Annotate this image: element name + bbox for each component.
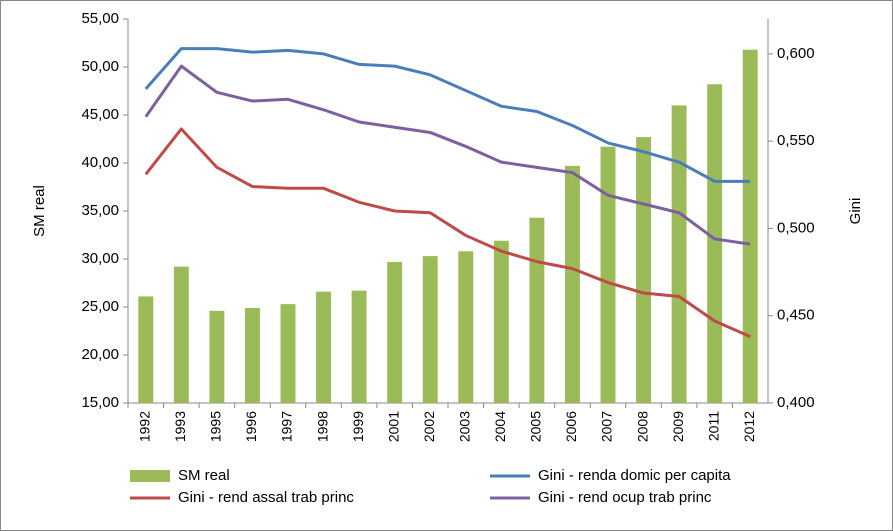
y-tick-label: 15,00 [81,394,119,411]
bar [351,290,367,403]
bar [280,304,296,403]
y-tick-label: 25,00 [81,298,119,315]
x-tick-label: 2006 [563,411,579,442]
x-tick-label: 1999 [350,411,366,442]
bar [209,310,225,403]
x-tick-label: 2007 [599,411,615,442]
x-tick-label: 1996 [243,411,259,442]
bar [244,307,260,403]
line [144,47,751,183]
line [144,64,751,246]
bar [529,217,545,403]
x-tick-label: 2008 [634,411,650,442]
bar [387,261,403,403]
bar [138,296,154,403]
y2-tick-label: 0,550 [777,132,815,149]
x-tick-label: 2012 [741,411,757,442]
y-axis-title: SM real [31,185,48,237]
x-tick-label: 1995 [208,411,224,442]
bar [564,165,580,403]
legend-label: Gini - rend ocup trab princ [538,489,712,506]
x-tick-label: 1997 [279,411,295,442]
x-tick-label: 1993 [172,411,188,442]
bar [173,266,189,403]
bar [600,146,616,403]
y2-axis-title: Gini [847,198,864,225]
x-tick-label: 2005 [528,411,544,442]
y2-tick-label: 0,400 [777,394,815,411]
x-tick-label: 2002 [421,411,437,442]
x-tick-label: 1992 [136,411,152,442]
y-tick-label: 20,00 [81,346,119,363]
x-tick-label: 2003 [456,411,472,442]
y-tick-label: 45,00 [81,106,119,123]
legend-label: Gini - renda domic per capita [538,467,731,484]
bar [671,105,687,404]
bar [422,256,438,403]
bar [458,251,474,403]
y2-tick-label: 0,450 [777,307,815,324]
legend-swatch [130,470,170,482]
y2-tick-label: 0,600 [777,45,815,62]
x-tick-label: 1998 [314,411,330,442]
bar [742,49,758,403]
bar [316,291,332,403]
y-tick-label: 30,00 [81,250,119,267]
bar [707,84,723,403]
y-tick-label: 40,00 [81,154,119,171]
x-tick-label: 2009 [670,411,686,442]
bar [636,137,652,403]
y-tick-label: 50,00 [81,58,119,75]
y2-tick-label: 0,500 [777,219,815,236]
y-tick-label: 55,00 [81,10,119,27]
x-tick-label: 2004 [492,411,508,442]
line [144,127,751,339]
y-tick-label: 35,00 [81,202,119,219]
legend-label: Gini - rend assal trab princ [178,489,354,506]
bar [493,240,509,403]
x-tick-label: 2001 [385,411,401,442]
legend-label: SM real [178,467,230,484]
x-tick-label: 2011 [705,411,721,441]
